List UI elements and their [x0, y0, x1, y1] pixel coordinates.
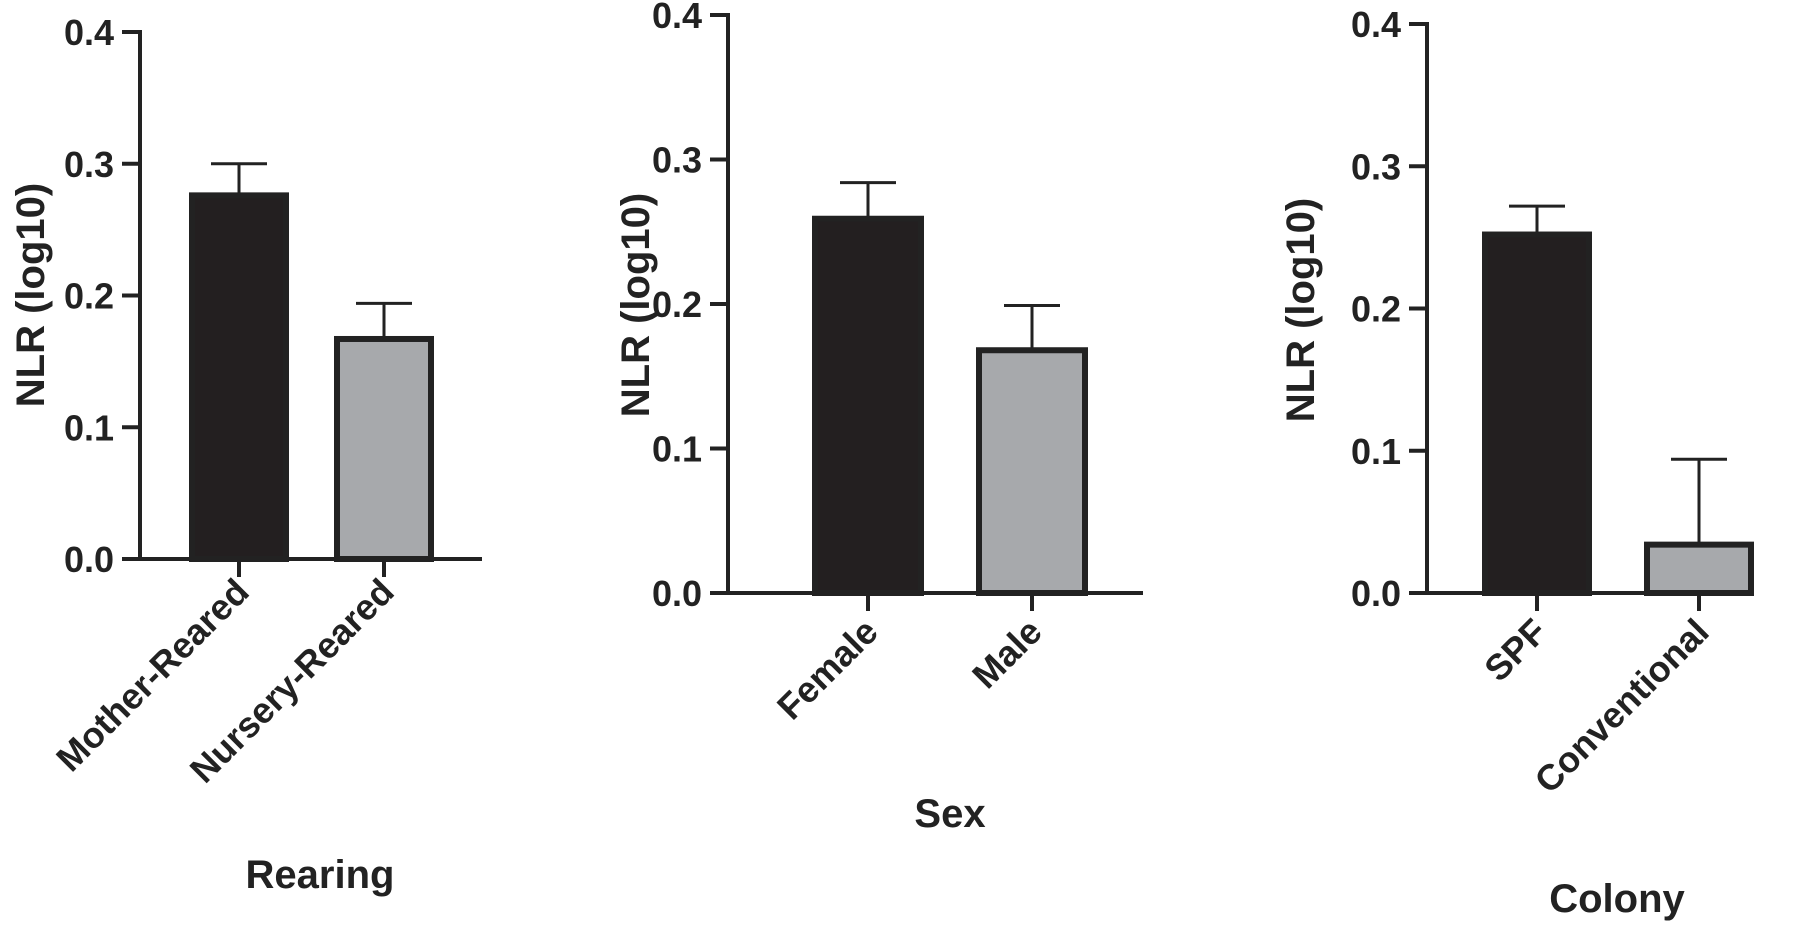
y-tick-label: 0.4 — [652, 0, 702, 36]
y-tick-label: 0.2 — [64, 276, 114, 317]
x-category-label: Male — [964, 611, 1050, 697]
bar-spf — [1482, 231, 1592, 596]
y-axis-label: NLR (log10) — [1279, 198, 1323, 422]
y-tick-label: 0.0 — [64, 539, 114, 580]
y-tick-label: 0.1 — [64, 407, 114, 448]
x-axis-label: Colony — [1549, 877, 1685, 921]
y-tick-label: 0.0 — [1351, 573, 1401, 614]
x-category-label: Female — [769, 611, 886, 728]
y-tick-label: 0.4 — [1351, 4, 1401, 45]
bar-nursery-reared — [334, 335, 434, 563]
y-tick-label: 0.1 — [1351, 431, 1401, 472]
chart-panel-1: 0.00.10.20.30.4Mother-RearedNursery-Rear… — [9, 12, 482, 897]
y-tick-label: 0.0 — [652, 573, 702, 614]
y-axis-label: NLR (log10) — [614, 193, 658, 417]
y-tick-label: 0.1 — [652, 429, 702, 470]
x-category-label: SPF — [1476, 611, 1554, 689]
y-tick-label: 0.3 — [1351, 146, 1401, 187]
x-axis-label: Sex — [914, 792, 985, 836]
x-axis-label: Rearing — [246, 853, 395, 897]
y-tick-label: 0.3 — [64, 144, 114, 185]
y-axis-label: NLR (log10) — [9, 183, 53, 407]
chart-panel-2: 0.0 0.1 0.2 0.3 0.4 Female Male NLR (log10) Sex — [614, 0, 1143, 836]
y-tick-label: 0.2 — [1351, 289, 1401, 330]
bar-conventional — [1644, 541, 1754, 597]
y-tick-label: 0.4 — [64, 12, 114, 53]
x-category-label: Conventional — [1526, 611, 1716, 801]
bar-male — [976, 347, 1088, 596]
bar-mother-reared — [189, 192, 289, 562]
bar-female — [812, 215, 924, 596]
y-tick-label: 0.2 — [652, 284, 702, 325]
y-tick-label: 0.3 — [652, 140, 702, 181]
